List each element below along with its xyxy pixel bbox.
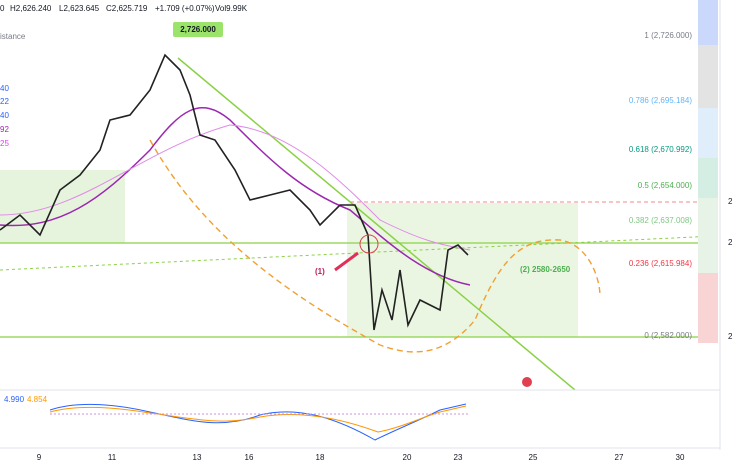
time-label: 16 xyxy=(245,453,254,462)
fib-label: 0 (2,582.000) xyxy=(644,331,692,340)
time-label: 23 xyxy=(454,453,463,462)
legend-value: 22 xyxy=(0,97,9,106)
time-label: 9 xyxy=(37,453,42,462)
price-label: 2 xyxy=(728,332,733,341)
fib-strip xyxy=(698,198,718,273)
osc-line xyxy=(49,405,467,433)
time-label: 13 xyxy=(193,453,202,462)
fib-strip xyxy=(698,158,718,198)
price-label: 2 xyxy=(728,238,733,247)
arrow xyxy=(334,251,359,272)
header-low: L2,623.645 xyxy=(59,4,100,13)
legend-value: 25 xyxy=(0,139,9,148)
fib-label: 0.382 (2,637.008) xyxy=(629,216,692,225)
zone-box xyxy=(0,170,125,243)
fib-strip xyxy=(698,273,718,343)
trend-dashed xyxy=(0,235,716,271)
legend-value: 92 xyxy=(0,125,9,134)
header-close: C2,625.719 xyxy=(106,4,148,13)
indicator-name: istance xyxy=(0,32,26,41)
fib-strip xyxy=(698,108,718,158)
fib-label: 0.618 (2,670.992) xyxy=(629,145,692,154)
moving-average xyxy=(0,107,471,286)
header-high: H2,626.240 xyxy=(10,4,52,13)
time-label: 11 xyxy=(108,453,117,462)
time-label: 25 xyxy=(529,453,538,462)
fib-label: 1 (2,726.000) xyxy=(644,31,692,40)
moving-average xyxy=(0,124,471,251)
zone-box xyxy=(347,203,578,337)
marker-circle xyxy=(359,234,379,254)
legend-value: 40 xyxy=(0,111,9,120)
peak-label: 2,726.000 xyxy=(180,25,216,34)
time-label: 27 xyxy=(615,453,624,462)
peak-label-box xyxy=(173,22,223,37)
legend-value: 40 xyxy=(0,84,9,93)
fib-label: 0.236 (2,615.984) xyxy=(629,259,692,268)
zone-label: (2) 2580-2650 xyxy=(520,265,571,274)
osc-value: 4.990 xyxy=(4,395,25,404)
fib-strip xyxy=(698,45,718,108)
price-label: 2 xyxy=(728,197,733,206)
trend-line xyxy=(177,57,576,391)
header-change: +1.709 (+0.07%) xyxy=(155,4,215,13)
time-label: 20 xyxy=(403,453,412,462)
fib-label: 0.5 (2,654.000) xyxy=(638,181,693,190)
fib-label: 0.786 (2,695.184) xyxy=(629,96,692,105)
header-volume: Vol9.99K xyxy=(215,4,248,13)
point-label: (1) xyxy=(315,267,325,276)
osc-line xyxy=(49,403,467,441)
time-label: 30 xyxy=(676,453,685,462)
price-path xyxy=(0,53,469,331)
event-icon[interactable] xyxy=(522,377,532,387)
fib-strip xyxy=(698,0,718,45)
osc-value: 4.854 xyxy=(27,395,48,404)
header-open: 0 xyxy=(0,4,5,13)
time-label: 18 xyxy=(316,453,325,462)
forecast-path xyxy=(149,139,601,353)
